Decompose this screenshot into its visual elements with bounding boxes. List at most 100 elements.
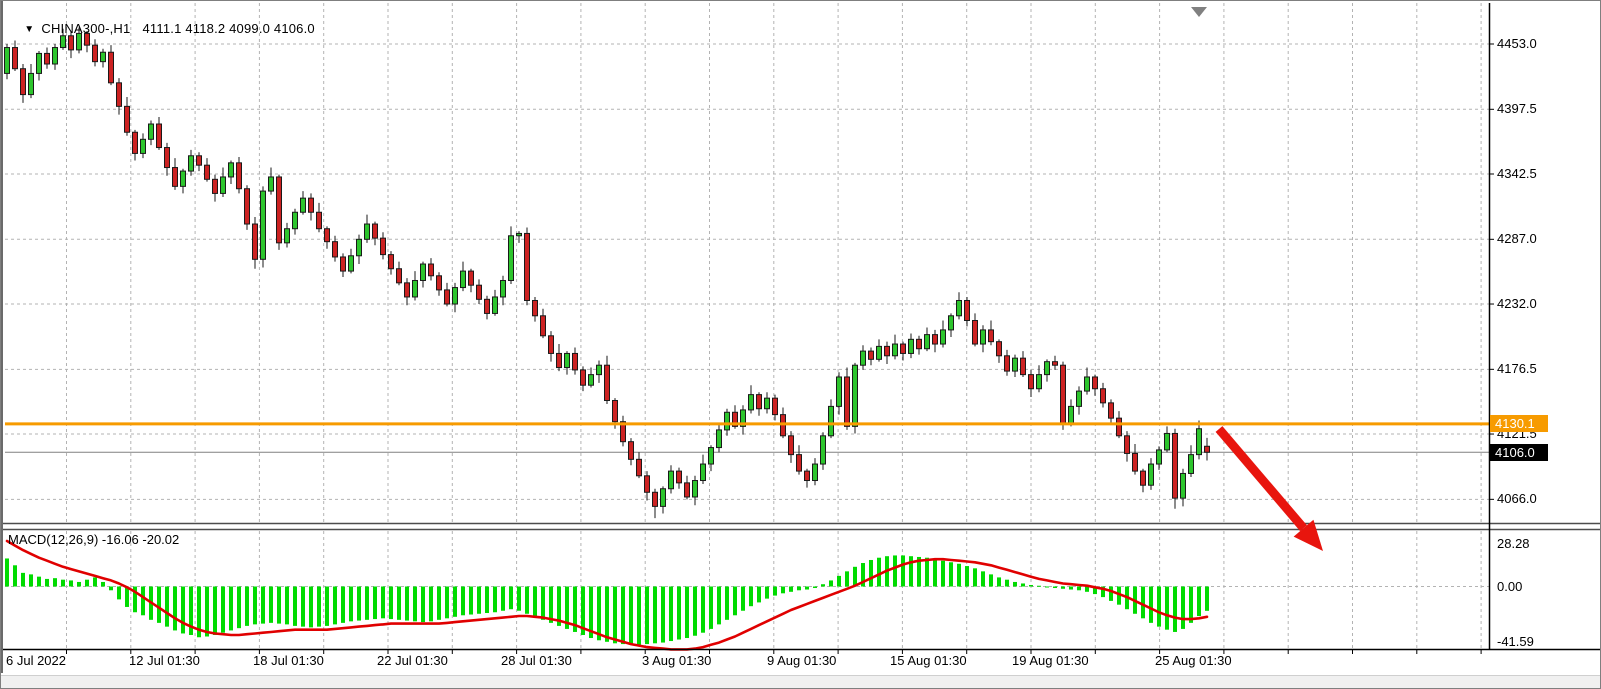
bullish-candle bbox=[1068, 405, 1074, 425]
bullish-candle bbox=[268, 176, 274, 192]
bullish-candle bbox=[1148, 463, 1154, 486]
macd-histogram-bar bbox=[381, 586, 385, 619]
macd-histogram-bar bbox=[469, 586, 473, 615]
bearish-candle bbox=[436, 275, 442, 291]
macd-histogram-bar bbox=[797, 586, 801, 591]
macd-histogram-bar bbox=[621, 586, 625, 645]
macd-histogram-bar bbox=[253, 586, 257, 625]
bearish-candle bbox=[476, 284, 482, 300]
macd-tick-label: 28.28 bbox=[1497, 535, 1530, 551]
bullish-candle bbox=[980, 329, 986, 345]
bearish-candle bbox=[332, 241, 338, 258]
bearish-candle bbox=[428, 263, 434, 277]
bearish-candle bbox=[788, 435, 794, 456]
bullish-candle bbox=[500, 279, 506, 298]
bullish-candle bbox=[420, 263, 426, 281]
bullish-candle bbox=[508, 235, 514, 281]
macd-histogram-bar bbox=[301, 586, 305, 627]
bearish-candle bbox=[388, 254, 394, 270]
macd-histogram-bar bbox=[333, 586, 337, 625]
bearish-candle bbox=[796, 454, 802, 472]
bearish-candle bbox=[68, 35, 74, 51]
bearish-candle bbox=[124, 105, 130, 133]
bearish-candle bbox=[756, 394, 762, 410]
macd-histogram-bar bbox=[437, 586, 441, 620]
macd-histogram-bar bbox=[973, 568, 977, 587]
macd-histogram-bar bbox=[1069, 586, 1073, 590]
macd-signal-line bbox=[5, 539, 1209, 651]
bullish-candle bbox=[956, 299, 962, 317]
macd-histogram-bar bbox=[533, 586, 537, 617]
bearish-candle bbox=[1004, 355, 1010, 372]
window-footer-strip bbox=[1, 675, 1600, 688]
collapse-triangle-icon[interactable]: ▼ bbox=[24, 24, 35, 35]
red-arrow-head bbox=[1293, 519, 1323, 551]
bearish-candle bbox=[164, 147, 170, 169]
bearish-candle bbox=[1092, 376, 1098, 390]
bearish-candle bbox=[204, 164, 210, 180]
macd-histogram-bar bbox=[989, 574, 993, 587]
bearish-candle bbox=[252, 223, 258, 260]
macd-histogram-bar bbox=[141, 586, 145, 616]
macd-histogram-bar bbox=[813, 586, 817, 589]
bearish-candle bbox=[244, 188, 250, 225]
ohlc-values: 4111.1 4118.2 4099.0 4106.0 bbox=[142, 21, 315, 36]
macd-histogram-bar bbox=[733, 586, 737, 616]
macd-histogram-bar bbox=[317, 586, 321, 627]
macd-histogram-bar bbox=[741, 586, 745, 611]
bearish-candle bbox=[652, 491, 658, 507]
macd-histogram-bar bbox=[1045, 586, 1049, 588]
macd-histogram-bar bbox=[893, 555, 897, 587]
pane-separator bbox=[1, 523, 1600, 530]
bullish-candle bbox=[1084, 376, 1090, 392]
bearish-candle bbox=[932, 334, 938, 345]
time-axis-label: 19 Aug 01:30 bbox=[1012, 653, 1089, 668]
bullish-candle bbox=[876, 345, 882, 360]
bearish-candle bbox=[684, 482, 690, 498]
macd-histogram-bar bbox=[245, 586, 249, 626]
bearish-candle bbox=[916, 338, 922, 350]
macd-histogram-bar bbox=[965, 566, 969, 587]
macd-histogram-bar bbox=[805, 586, 809, 590]
macd-histogram-bar bbox=[605, 586, 609, 642]
bullish-candle bbox=[940, 329, 946, 345]
macd-histogram-bar bbox=[125, 586, 129, 607]
bearish-candle bbox=[1028, 374, 1034, 390]
macd-histogram-bar bbox=[325, 586, 329, 626]
macd-histogram-bar bbox=[477, 586, 481, 614]
bullish-candle bbox=[1188, 454, 1194, 474]
bearish-candle bbox=[868, 350, 874, 360]
bearish-candle bbox=[404, 282, 410, 298]
bullish-candle bbox=[1036, 374, 1042, 390]
bearish-candle bbox=[1124, 435, 1130, 454]
macd-histogram-bar bbox=[541, 586, 545, 620]
bearish-candle bbox=[556, 352, 562, 369]
chart-title: ▼ CHINA300-,H1 4111.1 4118.2 4099.0 4106.0 bbox=[9, 6, 315, 51]
bearish-candle bbox=[1172, 432, 1178, 499]
bullish-candle bbox=[668, 470, 674, 490]
macd-histogram-bar bbox=[413, 586, 417, 622]
bearish-candle bbox=[316, 211, 322, 230]
bearish-candle bbox=[1060, 364, 1066, 425]
macd-tick-label: 0.00 bbox=[1497, 578, 1523, 594]
macd-histogram-bar bbox=[1197, 586, 1201, 617]
macd-histogram-bar bbox=[485, 586, 489, 614]
macd-histogram-bar bbox=[861, 563, 865, 587]
macd-histogram-bar bbox=[1037, 585, 1041, 587]
macd-histogram-bar bbox=[1189, 586, 1193, 623]
macd-histogram-bar bbox=[669, 586, 673, 642]
bullish-candle bbox=[764, 397, 770, 410]
bearish-candle bbox=[212, 178, 218, 194]
bullish-candle bbox=[364, 223, 370, 240]
bullish-candle bbox=[724, 411, 730, 431]
bearish-candle bbox=[1108, 402, 1114, 419]
bullish-candle bbox=[1076, 390, 1082, 407]
macd-histogram-bar bbox=[269, 586, 273, 623]
bullish-candle bbox=[4, 47, 10, 74]
macd-histogram-bar bbox=[1061, 586, 1065, 589]
macd-histogram-bar bbox=[725, 586, 729, 620]
price-tick-label: 4287.0 bbox=[1497, 231, 1537, 247]
bearish-candle bbox=[604, 364, 610, 402]
bullish-candle bbox=[596, 364, 602, 376]
